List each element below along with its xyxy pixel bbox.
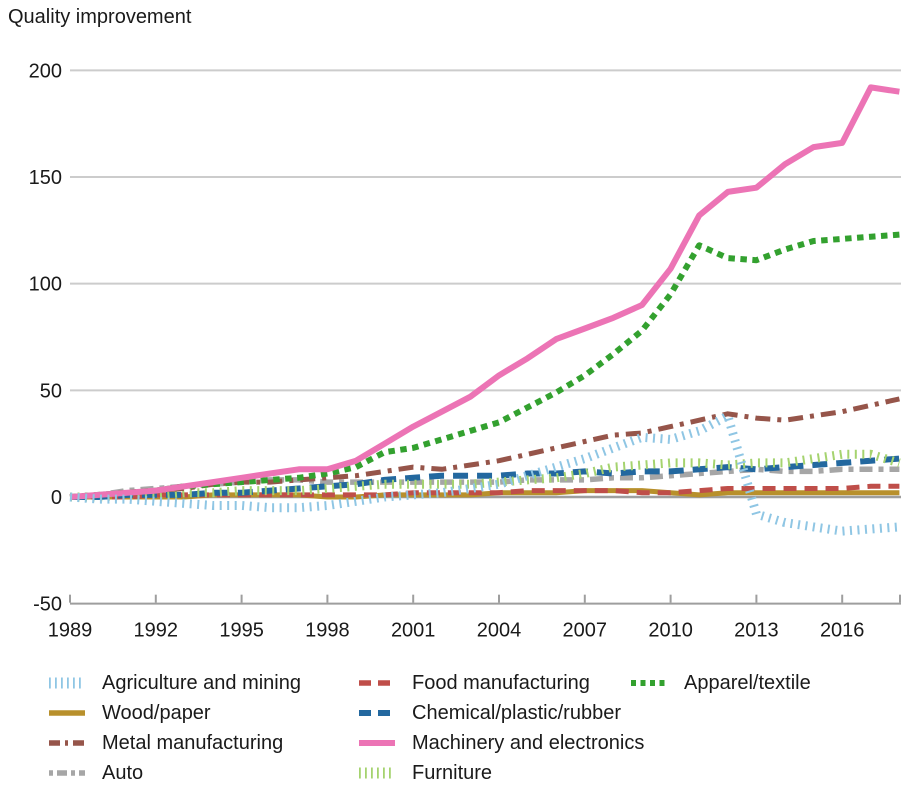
legend-item-furniture: Furniture [358, 758, 492, 788]
legend-label: Auto [102, 761, 144, 784]
legend-swatch-icon [359, 740, 395, 746]
y-tick-label: 0 [51, 487, 62, 509]
series-line-chemical-plastic-rubber [70, 455, 900, 500]
plot-area: 200 150 100 50 0 -50 1989 1992 1995 1998 2001 2004 2… [29, 60, 901, 642]
x-tick-label: 1998 [305, 620, 350, 642]
x-tick-label: 2007 [563, 620, 608, 642]
x-tick-label: 1989 [48, 620, 93, 642]
legend-label: Apparel/textile [684, 671, 811, 694]
legend-label: Chemical/plastic/rubber [412, 701, 621, 724]
series-line-apparel-textile [69, 231, 900, 500]
legend-label: Food manufacturing [412, 671, 590, 694]
legend-row: Wood/paper Chemical/plastic/rubber [0, 698, 920, 728]
legend-row: Metal manufacturing Machinery and electro… [0, 728, 920, 758]
legend-swatch-icon [359, 710, 395, 716]
legend-swatch-icon [49, 710, 85, 716]
legend-item-auto: Auto [48, 758, 143, 788]
legend-swatch-icon [359, 680, 395, 686]
legend-item-agriculture-and-mining: Agriculture and mining [48, 668, 301, 698]
legend-row: Auto Furniture [0, 758, 920, 788]
legend-label: Metal manufacturing [102, 731, 284, 754]
x-tick-label: 2016 [820, 620, 865, 642]
legend-row: Agriculture and mining Food manufacturing… [0, 668, 920, 698]
legend-label: Machinery and electronics [412, 731, 645, 754]
legend-item-chemical-plastic-rubber: Chemical/plastic/rubber [358, 698, 621, 728]
chart-title: Quality improvement [8, 6, 192, 28]
y-tick-label: 50 [40, 380, 62, 402]
legend-label: Agriculture and mining [102, 671, 301, 694]
legend-label: Wood/paper [102, 701, 211, 724]
legend-item-wood-paper: Wood/paper [48, 698, 211, 728]
x-tick-label: 2013 [734, 620, 779, 642]
x-tick-label: 2010 [648, 620, 693, 642]
x-tick-label: 2001 [391, 620, 436, 642]
y-tick-label: 100 [29, 274, 62, 296]
series-line-food-manufacturing [70, 483, 900, 500]
legend-item-food-manufacturing: Food manufacturing [358, 668, 590, 698]
legend-swatch-icon [359, 767, 395, 779]
x-tick-label: 1992 [134, 620, 179, 642]
legend-label: Furniture [412, 761, 493, 784]
legend-swatch-icon [49, 740, 85, 746]
x-tick-label: 1995 [219, 620, 264, 642]
y-tick-label: 200 [29, 60, 62, 82]
legend: Agriculture and mining Food manufacturing… [0, 668, 920, 788]
legend-swatch-icon [49, 770, 85, 776]
y-tick-label: -50 [33, 594, 62, 616]
legend-item-machinery-and-electronics: Machinery and electronics [358, 728, 644, 758]
legend-item-metal-manufacturing: Metal manufacturing [48, 728, 283, 758]
y-tick-label: 150 [29, 167, 62, 189]
legend-swatch-icon [631, 680, 667, 686]
legend-item-apparel-textile: Apparel/textile [630, 668, 811, 698]
x-tick-label: 2004 [477, 620, 522, 642]
legend-swatch-icon [49, 677, 85, 689]
series-line-machinery-and-electronics [69, 84, 900, 500]
